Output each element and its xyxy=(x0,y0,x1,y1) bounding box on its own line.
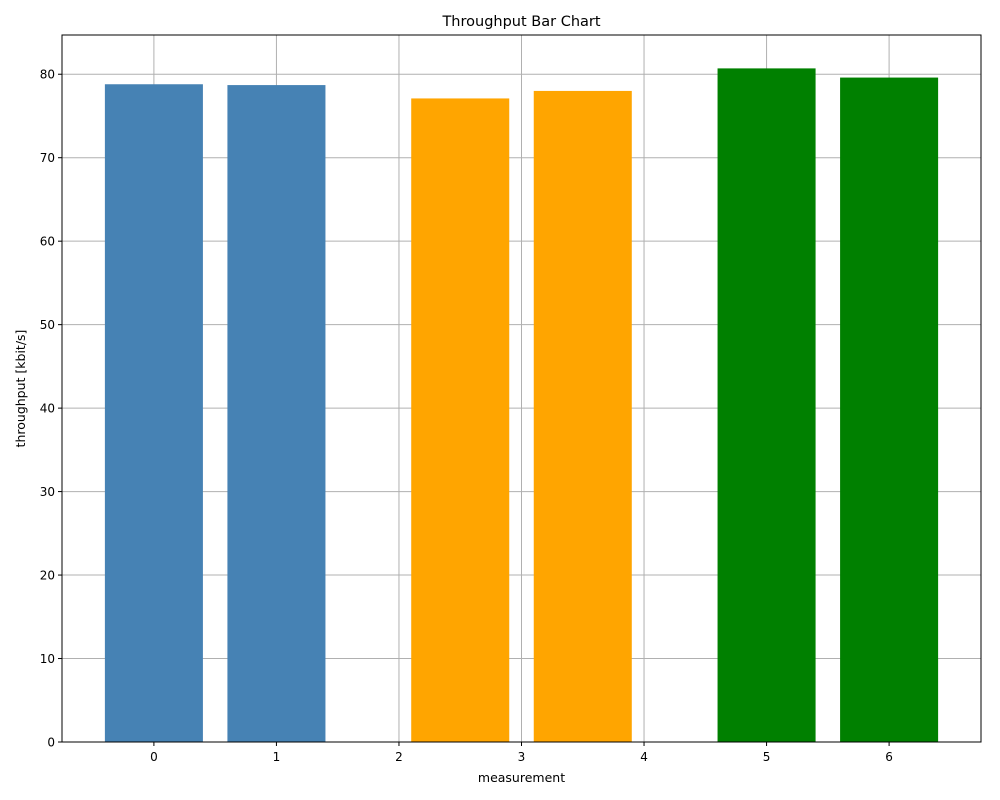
bar-3 xyxy=(533,90,632,743)
y-tick-label-2: 20 xyxy=(40,569,55,583)
y-tick-label-7: 70 xyxy=(40,151,55,165)
bars xyxy=(104,68,939,743)
x-tick-label-3: 3 xyxy=(518,750,526,764)
y-axis-label: throughput [kbit/s] xyxy=(13,330,28,448)
y-tick-label-3: 30 xyxy=(40,485,55,499)
x-tick-label-5: 5 xyxy=(763,750,771,764)
bar-0 xyxy=(104,84,203,743)
y-tick-label-5: 50 xyxy=(40,318,55,332)
bar-2 xyxy=(411,98,510,743)
y-tick-label-8: 80 xyxy=(40,68,55,82)
x-axis-label: measurement xyxy=(478,770,565,785)
y-tick-label-6: 60 xyxy=(40,235,55,249)
x-tick-label-6: 6 xyxy=(885,750,893,764)
y-tick-label-4: 40 xyxy=(40,402,55,416)
x-tick-label-1: 1 xyxy=(273,750,281,764)
y-tick-label-0: 0 xyxy=(47,736,55,750)
x-tick-label-4: 4 xyxy=(640,750,648,764)
bar-5 xyxy=(840,77,939,742)
x-tick-label-2: 2 xyxy=(395,750,403,764)
bar-1 xyxy=(227,85,326,742)
x-tick-label-0: 0 xyxy=(150,750,158,764)
chart-title: Throughput Bar Chart xyxy=(441,14,600,30)
y-tick-label-1: 10 xyxy=(40,652,55,666)
bar-4 xyxy=(717,68,816,742)
